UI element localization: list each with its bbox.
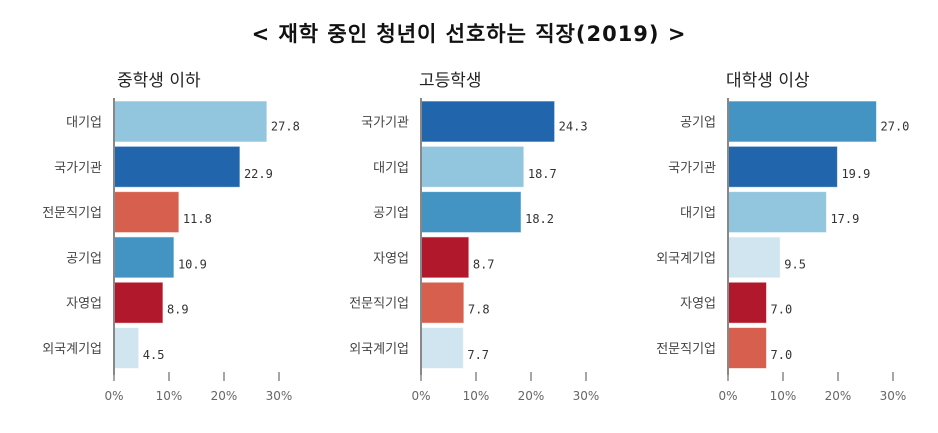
category-label: 자영업 xyxy=(680,297,716,312)
panel-title-university: 대학생 이상 xyxy=(726,71,810,91)
x-tick-label: 0% xyxy=(718,389,737,403)
bar xyxy=(727,191,827,234)
value-label: 19.9 xyxy=(841,167,870,181)
bar xyxy=(113,327,140,369)
value-label: 17.9 xyxy=(830,212,859,226)
value-label: 10.9 xyxy=(178,257,207,271)
category-label: 전문직기업 xyxy=(349,297,409,312)
x-tick-label: 30% xyxy=(266,389,293,403)
value-label: 8.7 xyxy=(473,257,495,271)
bar xyxy=(420,191,522,234)
x-tick-label: 20% xyxy=(518,389,545,403)
x-tick-label: 20% xyxy=(211,389,238,403)
bar xyxy=(727,281,767,324)
value-label: 7.0 xyxy=(771,303,793,317)
category-label: 공기업 xyxy=(680,116,716,131)
value-label: 27.0 xyxy=(881,120,910,134)
category-label: 외국계기업 xyxy=(42,342,102,357)
category-label: 전문직기업 xyxy=(42,206,102,221)
x-tick-label: 0% xyxy=(411,389,430,403)
value-label: 7.0 xyxy=(771,348,793,362)
value-label: 22.9 xyxy=(244,167,273,181)
value-label: 9.5 xyxy=(784,257,806,271)
category-label: 외국계기업 xyxy=(349,342,409,357)
category-label: 대기업 xyxy=(373,161,409,176)
x-tick-label: 10% xyxy=(770,389,797,403)
value-label: 27.8 xyxy=(271,120,300,134)
figure-title: < 재학 중인 청년이 선호하는 직장(2019) > xyxy=(251,22,687,46)
category-label: 공기업 xyxy=(66,251,102,266)
value-label: 8.9 xyxy=(167,303,189,317)
bar xyxy=(420,145,525,188)
bar xyxy=(113,281,164,324)
category-label: 대기업 xyxy=(66,116,102,131)
category-label: 대기업 xyxy=(680,206,716,221)
panel-title-high-school: 고등학생 xyxy=(419,71,482,91)
x-tick-label: 10% xyxy=(156,389,183,403)
category-label: 국가기관 xyxy=(668,161,716,176)
bar xyxy=(727,100,877,143)
bar xyxy=(113,145,241,188)
panel-title-middle-school: 중학생 이하 xyxy=(117,71,201,91)
category-label: 전문직기업 xyxy=(656,342,716,357)
category-label: 자영업 xyxy=(66,297,102,312)
bar xyxy=(420,236,470,279)
x-tick-label: 10% xyxy=(463,389,490,403)
bar xyxy=(727,327,767,369)
value-label: 11.8 xyxy=(183,212,212,226)
category-label: 자영업 xyxy=(373,251,409,266)
category-label: 국가기관 xyxy=(54,161,102,176)
value-label: 4.5 xyxy=(143,348,165,362)
bar xyxy=(420,100,556,143)
bar xyxy=(727,236,781,279)
category-label: 외국계기업 xyxy=(656,251,716,266)
x-tick-label: 30% xyxy=(573,389,600,403)
value-label: 24.3 xyxy=(559,120,588,134)
value-label: 18.7 xyxy=(528,167,557,181)
bar xyxy=(113,100,268,143)
value-label: 7.8 xyxy=(468,303,490,317)
value-label: 7.7 xyxy=(467,348,489,362)
x-tick-label: 20% xyxy=(825,389,852,403)
x-tick-label: 0% xyxy=(104,389,123,403)
x-tick-label: 30% xyxy=(880,389,907,403)
bar xyxy=(113,236,175,279)
bar xyxy=(113,191,180,234)
value-label: 18.2 xyxy=(525,212,554,226)
bar xyxy=(727,145,838,188)
category-label: 국가기관 xyxy=(361,116,409,131)
bar xyxy=(420,281,465,324)
category-label: 공기업 xyxy=(373,206,409,221)
bar xyxy=(420,327,464,369)
